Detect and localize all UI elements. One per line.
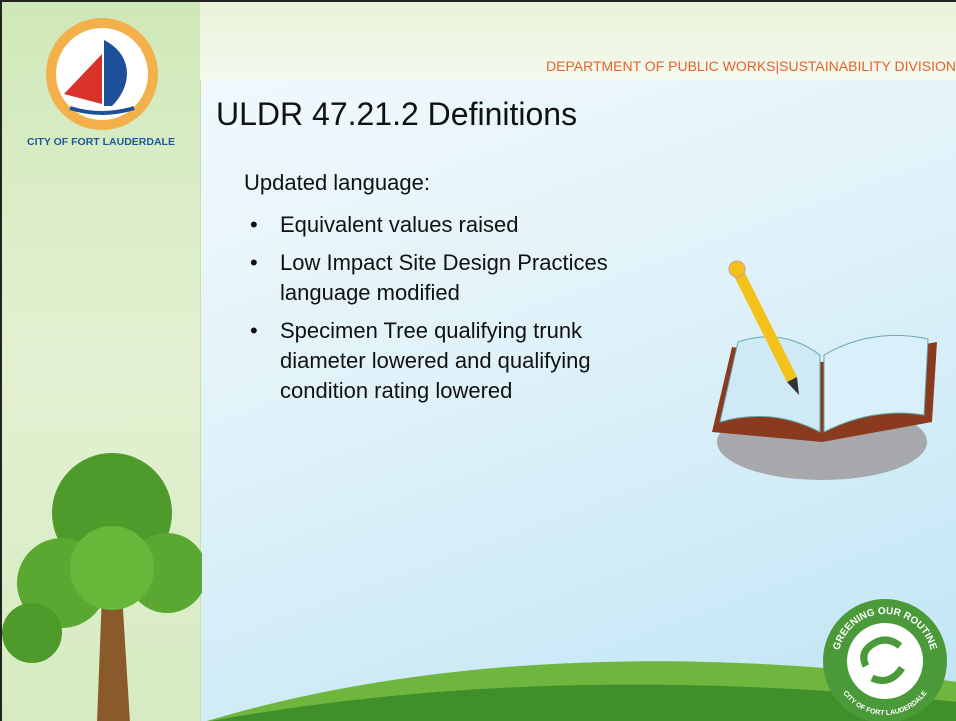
tree-trunk [97, 593, 130, 721]
slide: CITY OF FORT LAUDERDALE DEPARTMENT OF PU… [0, 0, 956, 721]
tree-crown [70, 526, 154, 610]
book-image [702, 247, 952, 487]
badge: GREENING OUR ROUTINE CITY OF FORT LAUDER… [820, 596, 950, 721]
department: DEPARTMENT OF PUBLIC WORKS|SUSTAINABILIT… [546, 58, 956, 74]
bullet: Low Impact Site Design Practices languag… [246, 248, 626, 308]
slide-title: ULDR 47.21.2 Definitions [216, 96, 577, 133]
bullet: Equivalent values raised [246, 210, 626, 240]
pencil-end [729, 261, 745, 277]
tree-image [2, 433, 202, 721]
tree-crown [2, 603, 62, 663]
bullet: Specimen Tree qualifying trunk diameter … [246, 316, 626, 406]
badge-center [847, 623, 923, 699]
city-name: CITY OF FORT LAUDERDALE [2, 136, 200, 148]
bullet-list: Equivalent values raised Low Impact Site… [246, 210, 626, 414]
city-logo [42, 14, 162, 134]
intro-text: Updated language: [244, 170, 430, 196]
